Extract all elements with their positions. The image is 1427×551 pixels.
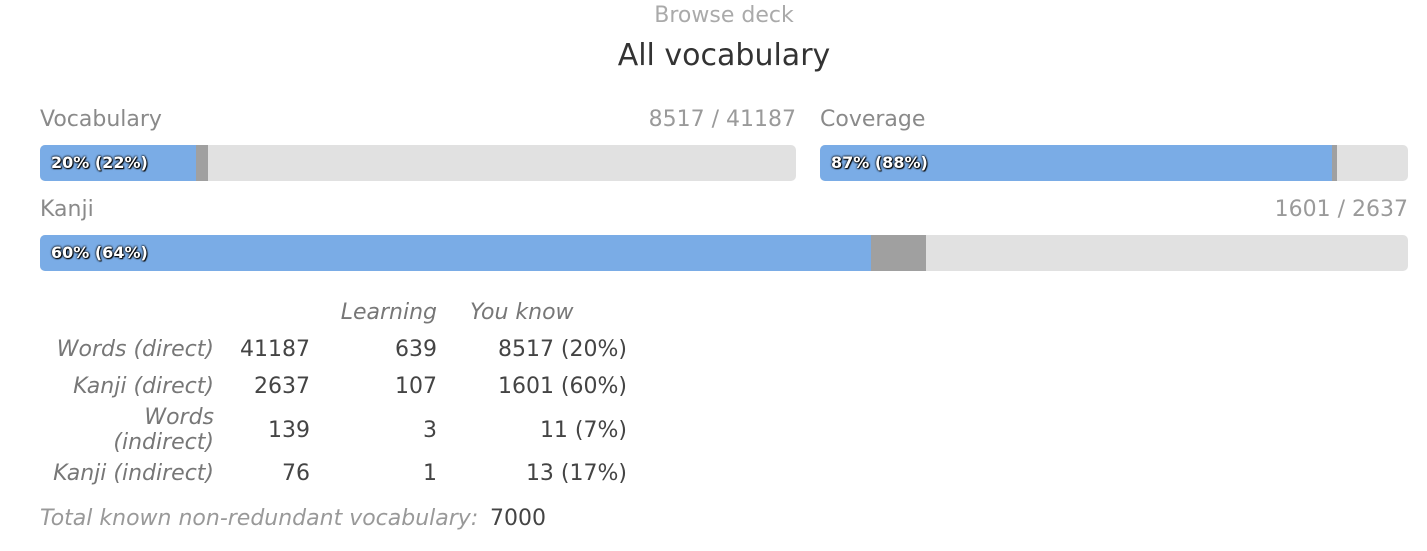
table-row: Words (direct) 41187 639 8517 (20%) bbox=[40, 331, 627, 368]
header-you-know: You know bbox=[470, 300, 574, 325]
coverage-label: Coverage bbox=[820, 107, 926, 132]
coverage-known-fill bbox=[820, 145, 1332, 181]
table-row: Kanji (indirect) 76 1 13 (17%) bbox=[40, 455, 627, 492]
row-known: 1601 (60%) bbox=[497, 374, 627, 399]
row-learning: 1 bbox=[423, 461, 437, 486]
header-empty bbox=[40, 294, 214, 331]
stats-table-header: Learning You know bbox=[40, 294, 627, 331]
row-known: 8517 (20%) bbox=[497, 337, 627, 362]
row-label: Words (direct) bbox=[56, 337, 214, 362]
row-label: Words (indirect) bbox=[113, 405, 214, 455]
row-learning: 3 bbox=[423, 417, 437, 443]
deck-title: All vocabulary bbox=[617, 38, 831, 73]
kanji-known-fill bbox=[40, 235, 871, 271]
header-learning: Learning bbox=[340, 300, 437, 325]
row-known: 13 (17%) bbox=[525, 461, 627, 486]
kanji-bar-label: 60% (64%) bbox=[51, 243, 148, 262]
coverage-bar-label: 87% (88%) bbox=[831, 153, 928, 172]
vocabulary-count: 8517 / 41187 bbox=[648, 107, 796, 132]
table-row: Words (indirect) 139 3 11 (7%) bbox=[40, 405, 627, 455]
table-row: Kanji (direct) 2637 107 1601 (60%) bbox=[40, 368, 627, 405]
vocabulary-bar-label: 20% (22%) bbox=[51, 153, 148, 172]
vocabulary-learning-fill bbox=[196, 145, 209, 181]
kanji-count: 1601 / 2637 bbox=[1274, 197, 1408, 222]
row-learning: 107 bbox=[395, 374, 437, 399]
vocabulary-progress-bar: 20% (22%) bbox=[40, 145, 796, 181]
kanji-progress-bar: 60% (64%) bbox=[40, 235, 1408, 271]
row-label: Kanji (direct) bbox=[73, 374, 214, 399]
kanji-learning-fill bbox=[870, 235, 927, 271]
row-total: 2637 bbox=[254, 374, 310, 399]
browse-deck-link[interactable]: Browse deck bbox=[654, 3, 794, 28]
row-total: 76 bbox=[282, 461, 310, 486]
row-total: 139 bbox=[268, 417, 310, 443]
row-learning: 639 bbox=[395, 337, 437, 362]
total-known-label: Total known non-redundant vocabulary: bbox=[40, 506, 479, 531]
header-total bbox=[214, 294, 310, 331]
row-total: 41187 bbox=[240, 337, 310, 362]
vocabulary-label: Vocabulary bbox=[40, 107, 162, 132]
coverage-progress-bar: 87% (88%) bbox=[820, 145, 1408, 181]
vocabulary-known-fill bbox=[40, 145, 197, 181]
row-label: Kanji (indirect) bbox=[53, 461, 214, 486]
total-known-value: 7000 bbox=[490, 506, 546, 531]
coverage-learning-fill bbox=[1331, 145, 1338, 181]
kanji-label: Kanji bbox=[40, 197, 94, 222]
row-known: 11 (7%) bbox=[539, 417, 627, 443]
stats-table: Learning You know Words (direct) 41187 6… bbox=[40, 294, 627, 492]
